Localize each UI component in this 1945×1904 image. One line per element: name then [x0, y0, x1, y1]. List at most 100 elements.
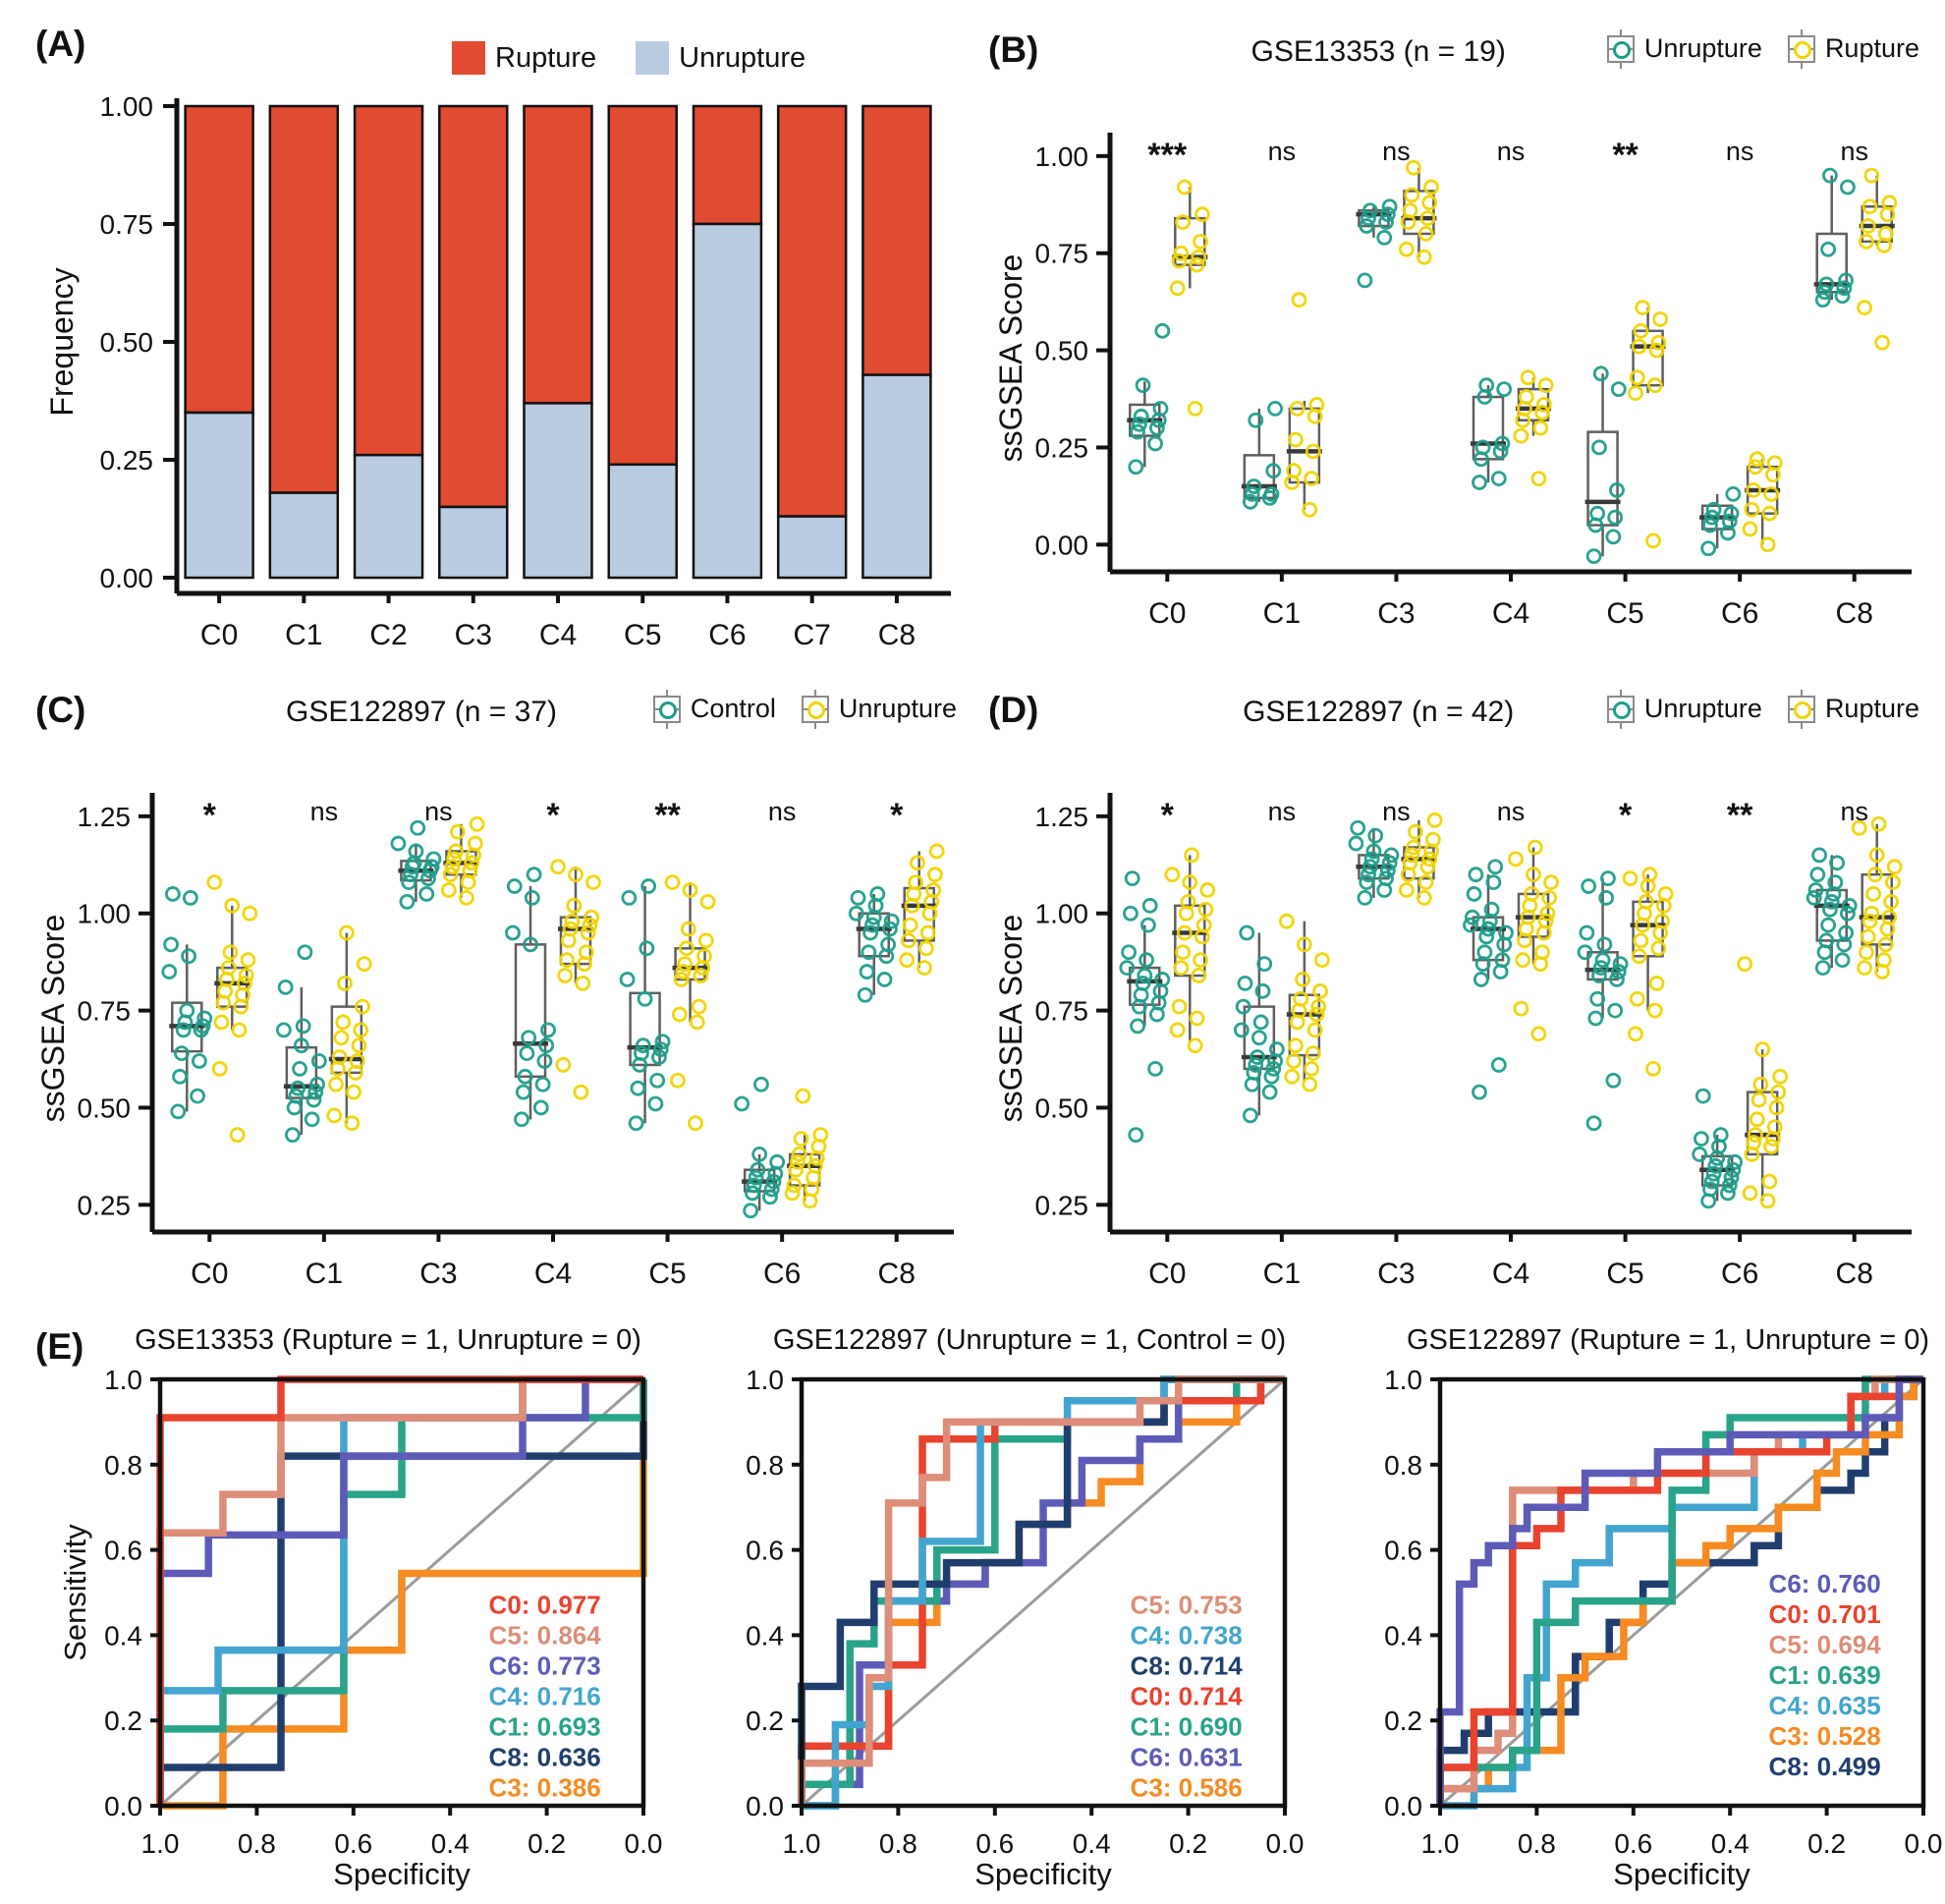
- panel-b: (B) GSE13353 (n = 19) Unrupture Rupture …: [982, 14, 1925, 662]
- svg-text:C2: C2: [369, 619, 407, 651]
- boxplot-glyph-icon: [1606, 34, 1635, 63]
- panel-d-label: (D): [988, 690, 1039, 730]
- svg-text:C5: C5: [648, 1258, 686, 1290]
- svg-text:C5: C5: [1606, 597, 1643, 630]
- panel-c-title: GSE122897 (n = 37): [285, 696, 558, 728]
- svg-text:C4: 0.716: C4: 0.716: [489, 1682, 601, 1711]
- svg-text:*: *: [890, 797, 904, 834]
- svg-text:ns: ns: [1382, 137, 1411, 166]
- legend-item-group1: Unrupture: [1606, 694, 1762, 724]
- svg-text:C0: C0: [191, 1258, 228, 1290]
- svg-text:C3: C3: [1377, 597, 1415, 630]
- svg-text:1.0: 1.0: [1384, 1366, 1422, 1395]
- svg-text:C8: C8: [1836, 597, 1873, 630]
- svg-text:C6: 0.631: C6: 0.631: [1131, 1743, 1243, 1772]
- panel-d: (D) GSE122897 (n = 42) Unrupture Rupture…: [982, 674, 1925, 1322]
- svg-text:0.8: 0.8: [104, 1450, 142, 1481]
- svg-text:C1: 0.639: C1: 0.639: [1769, 1660, 1881, 1690]
- svg-text:C0: C0: [1148, 1258, 1186, 1290]
- panel-c-label: (C): [35, 690, 86, 730]
- svg-text:1.00: 1.00: [100, 91, 154, 122]
- svg-text:C1: C1: [306, 1258, 343, 1290]
- stacked-bar-chart: 0.00 0.25 0.50 0.75 1.00 Frequency C0 C1 C2 C3 C4 C…: [44, 91, 951, 651]
- svg-text:0.75: 0.75: [100, 209, 154, 240]
- svg-text:1.0: 1.0: [1421, 1828, 1460, 1859]
- rupture-legend-label: Rupture: [495, 41, 597, 74]
- roc-curve-C0: [1436, 1375, 1923, 1806]
- svg-text:C3: C3: [455, 619, 492, 651]
- roc-curve-C4: [802, 1375, 1285, 1810]
- panel-e: (E) GSE13353 (Rupture = 1, Unrupture = 0…: [0, 1324, 1945, 1904]
- panel-c-header: (C) GSE122897 (n = 37) Control Unrupture: [29, 690, 963, 741]
- roc-1-title: GSE13353 (Rupture = 1, Unrupture = 0): [135, 1324, 641, 1356]
- svg-text:0.4: 0.4: [104, 1620, 142, 1651]
- svg-text:1.0: 1.0: [746, 1366, 784, 1395]
- roc-plot-1: GSE13353 (Rupture = 1, Unrupture = 0) 1.…: [54, 1324, 663, 1901]
- panel-c-legend: Control Unrupture: [652, 694, 957, 724]
- roc-curve-C6: [1436, 1375, 1923, 1806]
- svg-text:C0: C0: [200, 619, 238, 651]
- svg-text:0.50: 0.50: [1035, 1092, 1089, 1123]
- roc-curve-C1: [1436, 1375, 1923, 1806]
- svg-text:**: **: [1727, 797, 1753, 834]
- svg-text:*: *: [546, 797, 560, 834]
- legend-item-group2: Unrupture: [801, 694, 957, 724]
- svg-text:C1: 0.693: C1: 0.693: [489, 1712, 601, 1742]
- group2-legend-label: Rupture: [1824, 694, 1919, 723]
- svg-text:ns: ns: [1382, 797, 1411, 826]
- roc-curve-C5: [156, 1375, 643, 1806]
- svg-text:ns: ns: [1497, 797, 1526, 826]
- svg-text:C5: C5: [624, 619, 661, 651]
- svg-text:C1: C1: [1263, 597, 1301, 630]
- roc-curve-chart-1: 1.0 0.8 0.6 0.4 0.2 0.0 0.0 0.2 0.4 0.6 0.8 1.0 Spec…: [58, 1365, 663, 1891]
- svg-text:ns: ns: [1840, 137, 1868, 166]
- svg-text:C1: C1: [1263, 1258, 1301, 1290]
- svg-text:Sensitivity: Sensitivity: [58, 1524, 92, 1661]
- svg-text:C7: C7: [793, 619, 830, 651]
- svg-text:C6: 0.773: C6: 0.773: [489, 1652, 601, 1681]
- legend-item-group2: Rupture: [1787, 33, 1919, 64]
- svg-text:0.0: 0.0: [625, 1828, 663, 1859]
- svg-text:0.6: 0.6: [334, 1828, 372, 1859]
- svg-text:C4: 0.635: C4: 0.635: [1769, 1691, 1881, 1720]
- svg-text:0.2: 0.2: [104, 1706, 142, 1736]
- svg-text:ns: ns: [768, 797, 797, 826]
- svg-text:Specificity: Specificity: [333, 1857, 471, 1891]
- group2-legend-label: Unrupture: [838, 694, 957, 723]
- boxplot-glyph-icon: [1787, 695, 1815, 723]
- panel-c: (C) GSE122897 (n = 37) Control Unrupture…: [29, 674, 963, 1322]
- svg-text:*: *: [1619, 797, 1633, 834]
- svg-text:0.8: 0.8: [879, 1828, 917, 1859]
- legend-item-group1: Control: [652, 694, 776, 724]
- svg-text:**: **: [1612, 137, 1639, 174]
- roc-curve-chart-3: 1.0 0.8 0.6 0.4 0.2 0.0 0.0 0.2 0.4 0.6 0.8 1.0 Spec…: [1384, 1365, 1942, 1891]
- panel-d-legend: Unrupture Rupture: [1606, 694, 1919, 724]
- svg-text:C0: 0.701: C0: 0.701: [1769, 1599, 1881, 1629]
- svg-text:1.00: 1.00: [1035, 899, 1089, 929]
- svg-text:0.4: 0.4: [431, 1828, 470, 1859]
- group2-legend-label: Rupture: [1824, 33, 1919, 63]
- group1-legend-label: Unrupture: [1643, 33, 1762, 63]
- legend-item-group1: Unrupture: [1606, 33, 1762, 64]
- panel-b-header: (B) GSE13353 (n = 19) Unrupture Rupture: [982, 29, 1925, 81]
- svg-text:0.8: 0.8: [1384, 1450, 1422, 1481]
- svg-text:ns: ns: [424, 797, 453, 826]
- svg-text:ns: ns: [1726, 137, 1754, 166]
- svg-text:ssGSEA Score: ssGSEA Score: [993, 254, 1028, 463]
- svg-text:C6: C6: [708, 619, 746, 651]
- svg-text:C6: C6: [1721, 597, 1758, 630]
- panel-a: (A) Rupture Unrupture 0.00 0.25 0.50 0.75 1.…: [29, 14, 963, 662]
- svg-text:0.0: 0.0: [104, 1791, 142, 1821]
- svg-text:ns: ns: [310, 797, 339, 826]
- svg-text:C4: C4: [1492, 597, 1529, 630]
- roc-plot-2: GSE122897 (Unrupture = 1, Control = 0) 1…: [695, 1324, 1305, 1901]
- svg-text:0.00: 0.00: [100, 563, 154, 593]
- svg-text:C3: C3: [419, 1258, 457, 1290]
- boxplot-glyph-icon: [1606, 695, 1635, 723]
- svg-text:C8: 0.714: C8: 0.714: [1131, 1652, 1244, 1681]
- svg-text:**: **: [654, 797, 681, 834]
- svg-text:0.6: 0.6: [746, 1536, 784, 1566]
- svg-text:C4: 0.738: C4: 0.738: [1131, 1621, 1243, 1651]
- legend-item-unrupture: Unrupture: [636, 41, 806, 75]
- panel-d-title: GSE122897 (n = 42): [1243, 696, 1515, 728]
